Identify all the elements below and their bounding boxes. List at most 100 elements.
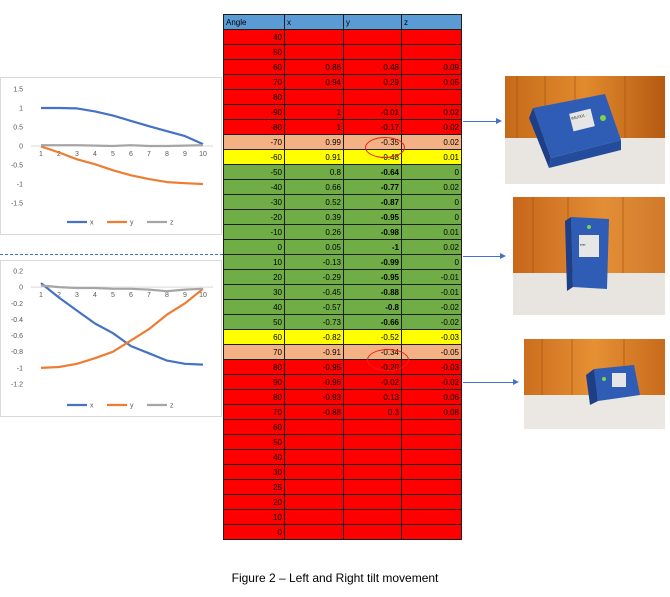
cell-y <box>343 524 402 540</box>
cell-x <box>284 479 344 495</box>
table-row: 70 -0.88 0.3 0.08 <box>223 404 462 420</box>
arrow-line-bottom <box>463 382 514 383</box>
table-row: 20 <box>223 494 462 510</box>
sensor-photo-top: IMU001 · <box>505 76 665 184</box>
cell-angle: -70 <box>223 134 285 150</box>
cell-angle: 10 <box>223 509 285 525</box>
cell-x: -0.45 <box>284 284 344 300</box>
cell-y <box>343 464 402 480</box>
arrow-head-middle-icon <box>500 253 506 259</box>
x-tick-label: 3 <box>75 292 79 299</box>
legend-label-z: z <box>170 220 174 227</box>
table-row: 30 -0.45 -0.88 -0.01 <box>223 284 462 300</box>
x-tick-label: 9 <box>183 151 187 158</box>
cell-angle: 70 <box>223 344 285 360</box>
cell-z <box>401 449 462 465</box>
cell-z <box>401 464 462 480</box>
cell-angle: 30 <box>223 284 285 300</box>
cell-z <box>401 509 462 525</box>
cell-y <box>343 419 402 435</box>
cell-x: 0.94 <box>284 74 344 90</box>
x-tick-label: 2 <box>57 292 61 299</box>
cell-x: -0.96 <box>284 374 344 390</box>
y-tick-label: 0 <box>19 144 23 151</box>
cell-y <box>343 44 402 60</box>
cell-angle: 60 <box>223 59 285 75</box>
cell-z: 0.09 <box>401 59 462 75</box>
cell-x: 0.05 <box>284 239 344 255</box>
y-tick-label: -0.5 <box>11 163 23 170</box>
x-tick-label: 9 <box>183 292 187 299</box>
cell-angle: 0 <box>223 524 285 540</box>
legend-label-y: y <box>130 220 134 227</box>
cell-y: -0.01 <box>343 104 402 120</box>
cell-z: 0.01 <box>401 224 462 240</box>
cell-x: 0.91 <box>284 149 344 165</box>
cell-x <box>284 509 344 525</box>
cell-x: 0.39 <box>284 209 344 225</box>
cell-angle: -20 <box>223 209 285 225</box>
sensor-photo-bottom <box>524 339 665 429</box>
y-tick-label: -0.4 <box>11 317 23 324</box>
x-tick-label: 1 <box>39 151 43 158</box>
cell-z <box>401 44 462 60</box>
table-body: 40 50 60 0.86 0.48 0.09 70 0.94 0.29 0.05 80 -90 1 -0… <box>223 29 462 540</box>
table-row: -50 0.8 -0.64 0 <box>223 164 462 180</box>
cell-angle: 20 <box>223 494 285 510</box>
cell-x: 1 <box>284 119 344 135</box>
cell-x: 0.26 <box>284 224 344 240</box>
cell-x: 0.86 <box>284 59 344 75</box>
y-tick-label: 1.5 <box>13 87 23 94</box>
cell-z <box>401 434 462 450</box>
cell-angle: -60 <box>223 149 285 165</box>
cell-x: -0.82 <box>284 329 344 345</box>
cell-z <box>401 29 462 45</box>
cell-angle: 70 <box>223 74 285 90</box>
cell-angle: -10 <box>223 224 285 240</box>
arrow-line-top <box>463 121 497 122</box>
table-row: 10 -0.13 -0.99 0 <box>223 254 462 270</box>
y-tick-label: -1.5 <box>11 201 23 208</box>
cell-y: -0.52 <box>343 329 402 345</box>
cell-angle: 80 <box>223 359 285 375</box>
cell-y: 0.29 <box>343 74 402 90</box>
table-row: 40 -0.57 -0.8 -0.02 <box>223 299 462 315</box>
table-header-row: Angle x y z <box>223 14 462 30</box>
y-tick-label: -1 <box>17 182 23 189</box>
cell-y <box>343 509 402 525</box>
table-row: 25 <box>223 479 462 495</box>
cell-z: 0.01 <box>401 149 462 165</box>
y-tick-label: -0.8 <box>11 349 23 356</box>
cell-z: -0.03 <box>401 329 462 345</box>
table-row: -20 0.39 -0.95 0 <box>223 209 462 225</box>
arrow-head-top-icon <box>496 118 502 124</box>
cell-angle: 50 <box>223 44 285 60</box>
cell-y: -0.8 <box>343 299 402 315</box>
x-tick-label: 7 <box>147 151 151 158</box>
cell-z: 0 <box>401 209 462 225</box>
legend-label-x: x <box>90 220 94 227</box>
sensor-label-middle: ▪▪▪▪ <box>580 242 586 247</box>
cell-z: 0 <box>401 164 462 180</box>
cell-angle: -50 <box>223 164 285 180</box>
table-row: 40 <box>223 29 462 45</box>
x-tick-label: 8 <box>165 292 169 299</box>
cell-angle: -30 <box>223 194 285 210</box>
table-row: -40 0.66 -0.77 0.02 <box>223 179 462 195</box>
table-row: 40 <box>223 449 462 465</box>
table-row: -90 1 -0.01 0.02 <box>223 104 462 120</box>
table-row: 80 <box>223 89 462 105</box>
cell-x: -0.73 <box>284 314 344 330</box>
cell-z: 0 <box>401 194 462 210</box>
x-tick-label: 5 <box>111 292 115 299</box>
sensor-photo-middle-image <box>513 197 665 315</box>
series-line-y <box>40 145 204 186</box>
table-row: 80 -0.95 -0.20 -0.03 <box>223 359 462 375</box>
x-tick-label: 10 <box>199 151 207 158</box>
table-row: -70 0.99 -0.35 0.02 <box>223 134 462 150</box>
cell-y <box>343 434 402 450</box>
cell-z: -0.02 <box>401 299 462 315</box>
cell-z <box>401 419 462 435</box>
cell-angle: 10 <box>223 254 285 270</box>
cell-x: 1 <box>284 104 344 120</box>
